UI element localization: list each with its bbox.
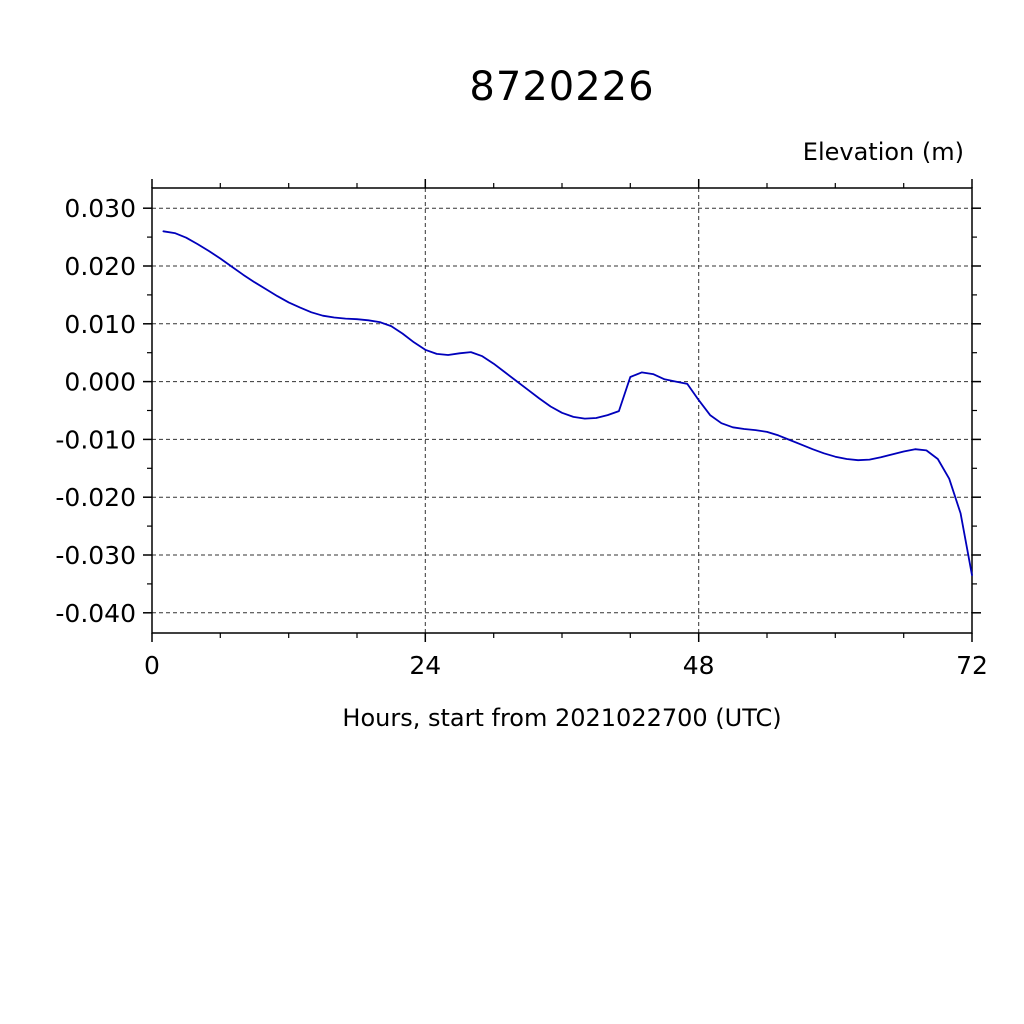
x-tick-label: 24 [409,651,441,680]
y-tick-label: -0.010 [55,425,136,454]
y-axis-title: Elevation (m) [802,138,964,166]
x-axis-title: Hours, start from 2021022700 (UTC) [342,704,782,732]
y-tick-label: -0.030 [55,541,136,570]
plot-frame [151,187,973,634]
y-tick-label: -0.020 [55,483,136,512]
x-tick-label: 0 [144,651,160,680]
chart-title: 8720226 [469,64,655,110]
y-tick-label: -0.040 [55,599,136,628]
x-tick-label: 72 [956,651,988,680]
x-tick-label: 48 [683,651,715,680]
y-tick-label: 0.010 [64,310,136,339]
y-tick-label: 0.000 [64,368,136,397]
y-tick-label: 0.030 [64,194,136,223]
y-tick-label: 0.020 [64,252,136,281]
elevation-series-line [162,230,973,577]
